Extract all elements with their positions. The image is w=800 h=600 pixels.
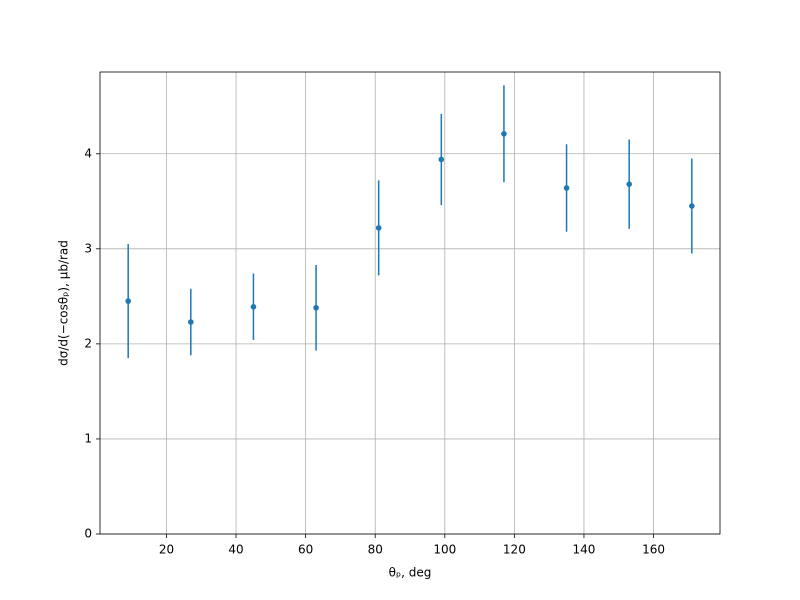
point (563, 185, 570, 191)
x-tick-label: 20 (159, 543, 174, 557)
y-tick-label: 3 (84, 241, 92, 255)
x-tick-label: 160 (642, 543, 665, 557)
y-tick-label: 1 (84, 431, 92, 445)
x-tick-label: 100 (433, 543, 456, 557)
x-axis-label: θₚ, deg (389, 566, 432, 580)
point (125, 298, 131, 304)
y-tick-label: 2 (84, 336, 92, 350)
x-tick-label: 40 (228, 543, 243, 557)
point (501, 130, 507, 137)
point (438, 156, 445, 163)
x-tick-label: 60 (298, 543, 313, 557)
y-axis-label: dσ/d(−cosθₚ), μb/rad (57, 240, 71, 366)
point (250, 304, 257, 310)
x-tick-label: 140 (573, 543, 596, 557)
x-tick-label: 80 (368, 543, 383, 557)
point (188, 319, 194, 325)
point (689, 203, 695, 209)
y-tick-label: 0 (84, 527, 92, 541)
plot-frame (99, 71, 721, 535)
point (375, 225, 382, 231)
x-tick-label: 120 (503, 543, 526, 557)
y-tick-label: 4 (84, 146, 92, 160)
point (626, 181, 632, 187)
point (313, 304, 319, 311)
